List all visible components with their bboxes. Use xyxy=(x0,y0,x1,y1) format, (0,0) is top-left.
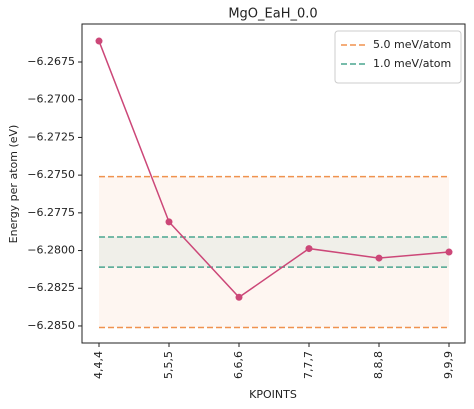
point xyxy=(235,293,243,301)
point xyxy=(375,254,383,262)
chart-title: MgO_EaH_0.0 xyxy=(228,7,317,22)
x-tick-label: 9,9,9 xyxy=(442,351,455,379)
y-tick-label: −6.2850 xyxy=(27,319,75,332)
x-axis-label: KPOINTS xyxy=(249,388,297,401)
point xyxy=(305,245,313,253)
y-tick-label: −6.2800 xyxy=(27,244,75,257)
point xyxy=(445,248,453,256)
y-tick-label: −6.2700 xyxy=(27,93,75,106)
y-tick-label: −6.2825 xyxy=(27,281,75,294)
y-tick-label: −6.2725 xyxy=(27,130,75,143)
reference-band xyxy=(99,176,449,328)
reference-band xyxy=(99,236,449,268)
x-tick-label: 5,5,5 xyxy=(162,351,175,379)
y-tick-label: −6.2775 xyxy=(27,206,75,219)
plot-frame xyxy=(81,23,466,344)
legend-label: 1.0 meV/atom xyxy=(373,57,451,70)
x-tick-label: 6,6,6 xyxy=(232,351,245,379)
legend-box xyxy=(334,30,462,84)
x-tick-label: 4,4,4 xyxy=(92,351,105,379)
x-tick-label: 7,7,7 xyxy=(302,351,315,379)
x-tick-label: 8,8,8 xyxy=(372,351,385,379)
y-axis-label: Energy per atom (eV) xyxy=(7,125,20,244)
point xyxy=(95,37,103,45)
point xyxy=(165,218,173,226)
legend-label: 5.0 meV/atom xyxy=(373,38,451,51)
y-tick-label: −6.2750 xyxy=(27,168,75,181)
series-line xyxy=(98,40,450,299)
y-tick-label: −6.2675 xyxy=(27,55,75,68)
